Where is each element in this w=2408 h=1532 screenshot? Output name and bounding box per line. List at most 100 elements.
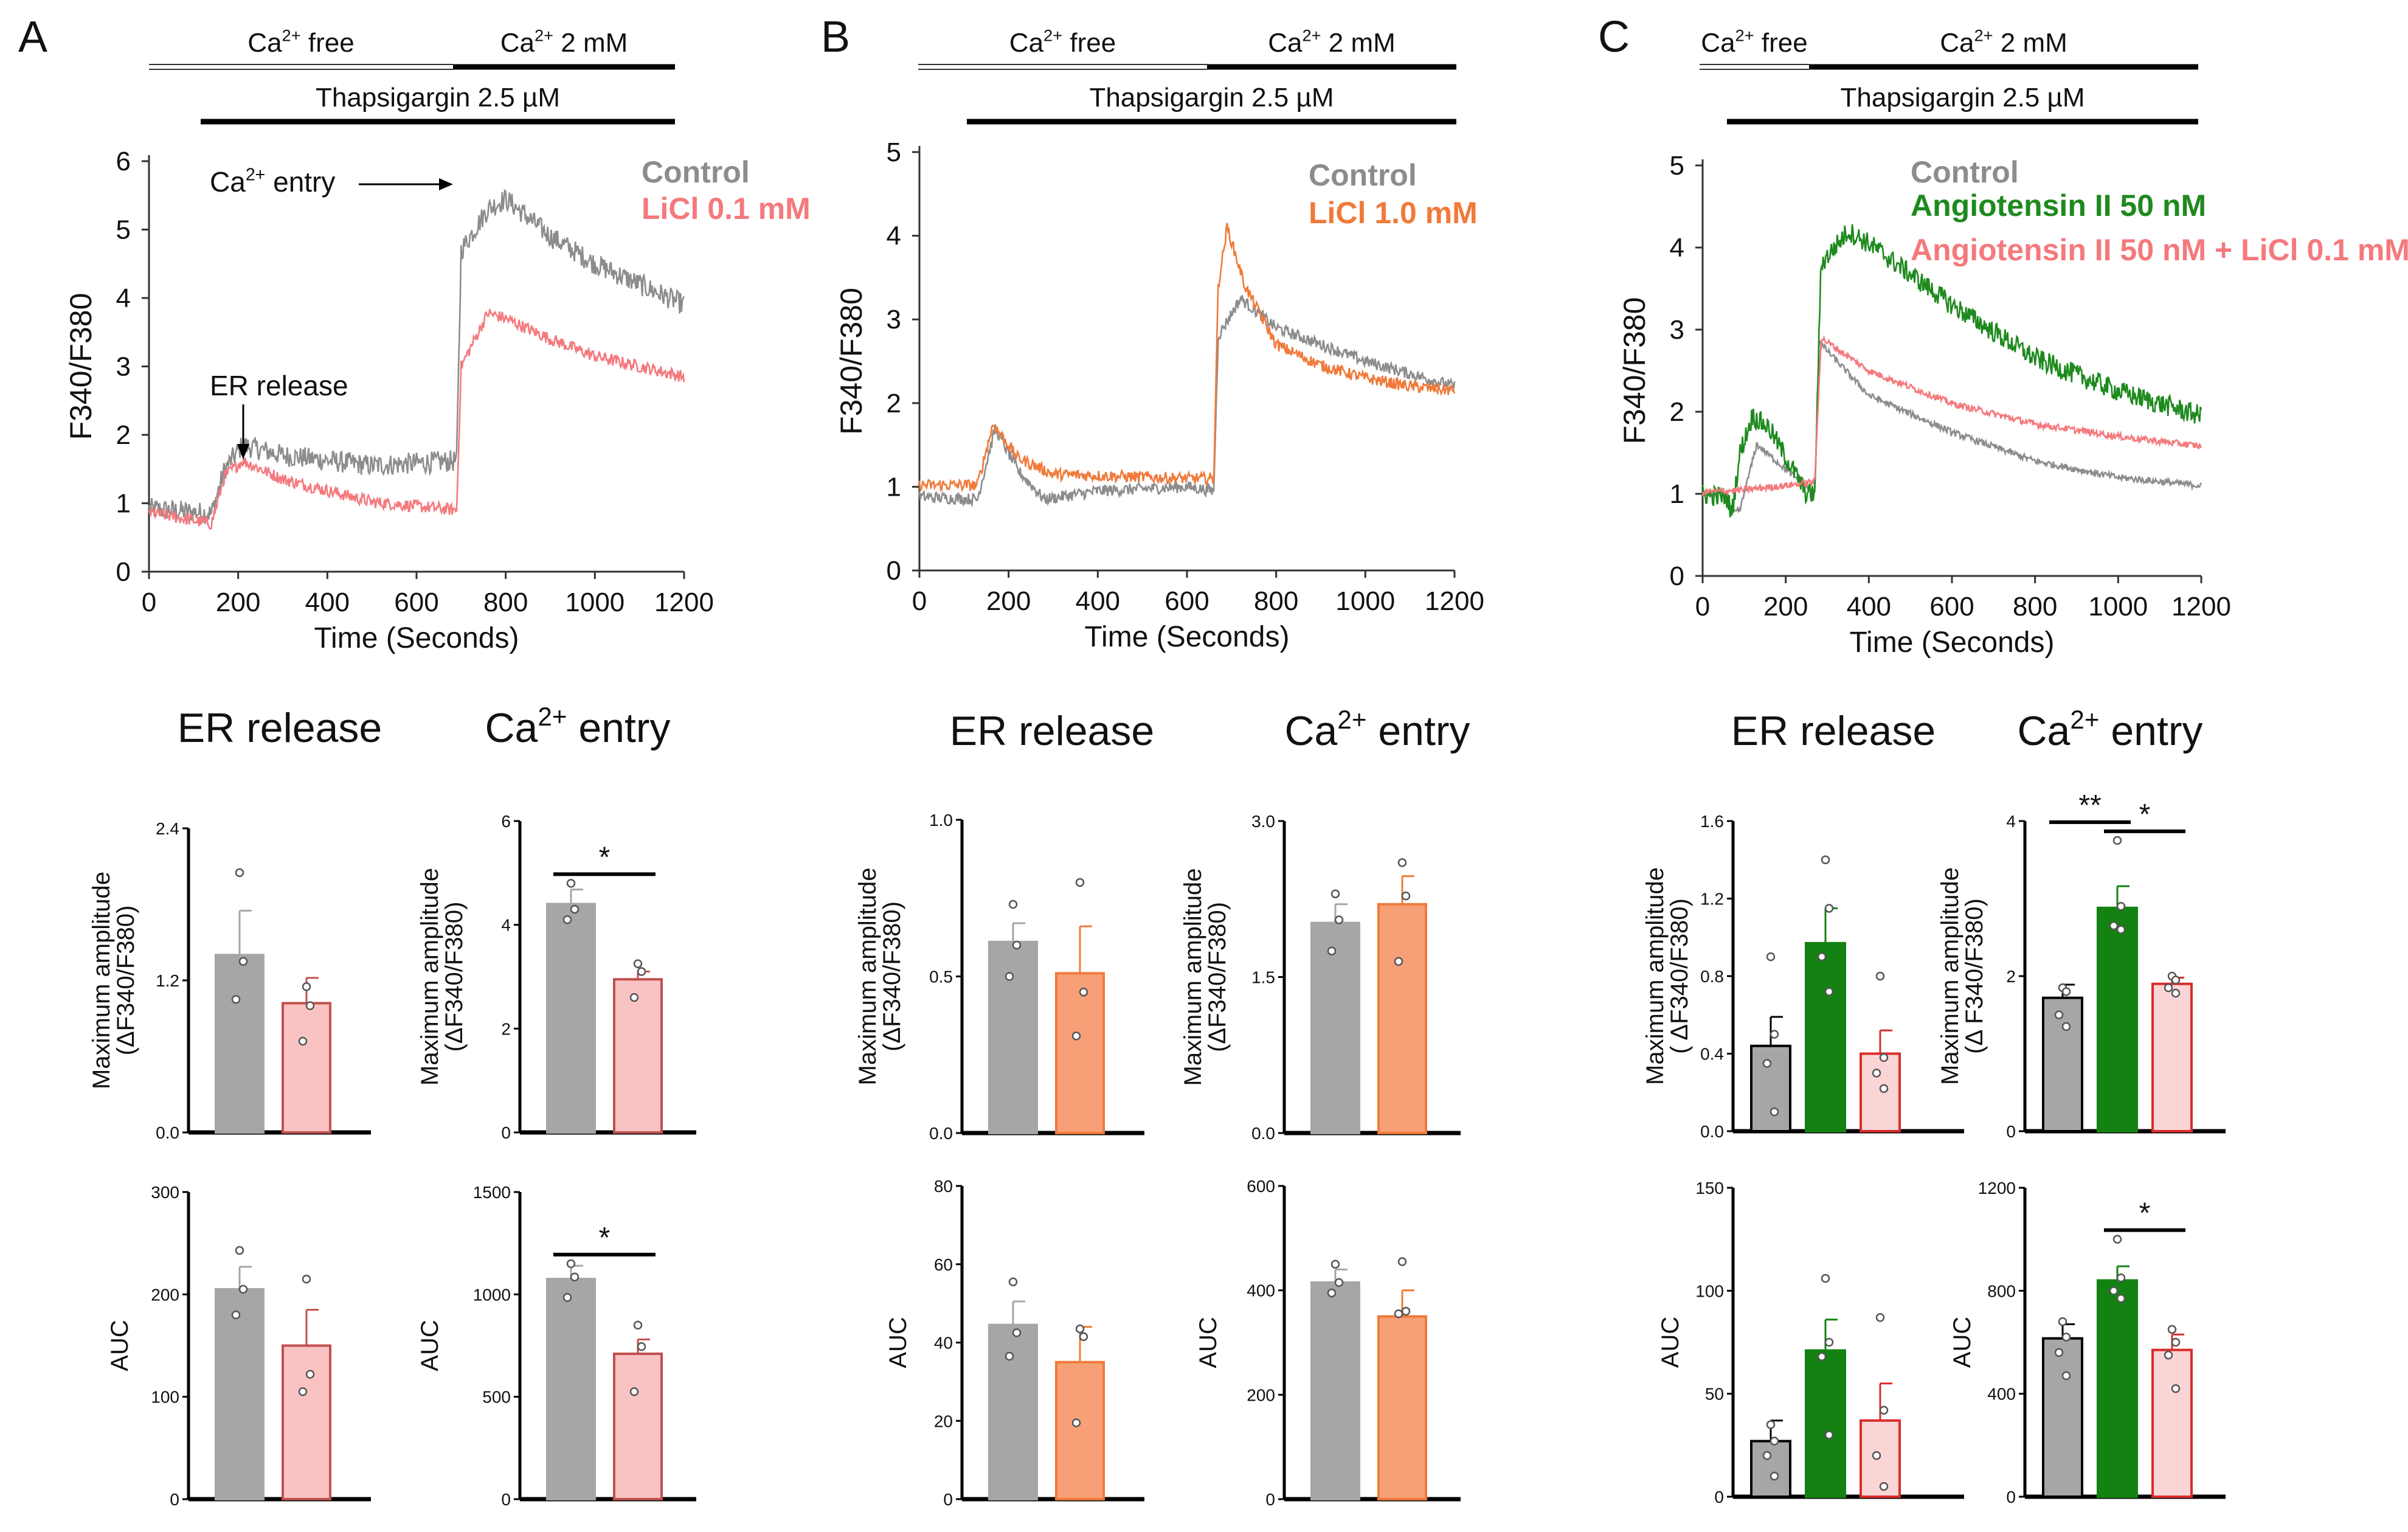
data-point — [1875, 971, 1885, 981]
significance-marker: ** — [2078, 789, 2101, 822]
y-tick-label: 6 — [116, 147, 131, 176]
data-point — [305, 1001, 315, 1010]
y-axis-label: F340/F380 — [834, 288, 868, 435]
thapsigargin-label: Thapsigargin 2.5 µM — [1841, 83, 2085, 113]
y-tick-label: 5 — [1670, 151, 1684, 181]
y-tick-label: 1500 — [473, 1183, 511, 1202]
y-tick-label: 600 — [1247, 1177, 1275, 1196]
data-point — [2112, 1235, 2122, 1244]
series-line-0 — [1701, 339, 2202, 516]
ca-entry-arrow-head — [439, 178, 453, 190]
data-point — [1401, 891, 1411, 901]
data-point — [1824, 987, 1834, 996]
data-point — [2164, 983, 2173, 993]
y-tick-label: 100 — [1695, 1281, 1724, 1300]
panel-letter-A: A — [18, 13, 47, 61]
line-chart-A: A Ca2+ free Ca2+ 2 mM Thapsigargin 2.5 µM 0 1… — [18, 13, 811, 654]
bar — [1055, 972, 1105, 1134]
line-chart-B: B Ca2+ free Ca2+ 2 mM Thapsigargin 2.5 µM 0 1… — [821, 13, 1484, 653]
y-tick-label: 2 — [116, 420, 131, 450]
y-tick-label: 3.0 — [1251, 812, 1275, 831]
significance-marker: * — [2139, 799, 2151, 831]
y-tick-label: 4 — [116, 283, 131, 313]
data-point — [302, 982, 311, 991]
y-tick-label: 0.0 — [1251, 1124, 1275, 1143]
y-tick-label: 800 — [1987, 1281, 2016, 1300]
x-tick-label: 1200 — [654, 587, 714, 617]
data-point — [1330, 1260, 1340, 1269]
y-tick-label: 0.0 — [929, 1124, 953, 1143]
data-point — [1824, 904, 1834, 913]
bar — [546, 903, 596, 1134]
legend-entry-0: Control — [1309, 158, 1417, 192]
bar — [988, 1323, 1038, 1500]
bar — [546, 1278, 596, 1500]
panel-letter-B: B — [821, 13, 850, 61]
bar — [2151, 982, 2193, 1132]
y-tick-label: 60 — [934, 1255, 953, 1274]
y-axis-label: F340/F380 — [64, 293, 98, 440]
data-point — [1824, 1337, 1834, 1347]
y-tick-label: 0 — [1670, 561, 1684, 591]
y-tick-label: 0 — [1714, 1488, 1724, 1506]
data-point — [1770, 1437, 1779, 1446]
x-tick-label: 0 — [142, 587, 156, 617]
data-point — [1879, 1482, 1889, 1491]
y-tick-label: 1.2 — [156, 971, 179, 990]
bar-chart-title: Ca2+ entry — [2017, 705, 2202, 754]
bar — [1310, 921, 1360, 1134]
y-tick-label: 100 — [151, 1388, 179, 1407]
y-tick-label: 500 — [482, 1388, 511, 1407]
y-tick-label: 1.5 — [1251, 968, 1275, 987]
data-point — [1071, 1031, 1081, 1041]
data-point — [1071, 1418, 1081, 1427]
y-tick-label: 0.0 — [1700, 1122, 1724, 1141]
y-axis-label: (ΔF340/F380) — [112, 906, 139, 1056]
ca-free-label: Ca2+ free — [1701, 26, 1807, 58]
x-tick-label: 400 — [305, 587, 350, 617]
bar — [1310, 1281, 1360, 1501]
annotation-ca-entry: Ca2+ entry — [210, 165, 335, 198]
data-point — [1327, 946, 1337, 955]
y-tick-label: 80 — [934, 1177, 953, 1196]
bar — [613, 978, 663, 1134]
y-axis-label: AUC — [417, 1320, 443, 1371]
data-point — [302, 1274, 311, 1284]
y-axis-label: AUC — [1195, 1317, 1222, 1368]
ca-free-label: Ca2+ free — [1009, 26, 1116, 58]
y-tick-label: 5 — [887, 137, 901, 167]
data-point — [1770, 1107, 1779, 1117]
bar — [2097, 906, 2138, 1133]
y-tick-label: 1.6 — [1700, 812, 1724, 831]
data-point — [1330, 889, 1340, 898]
bar-chart-C-9: Ca2+ entry 0 2 4 Maximum amplitude(Δ F340/F3… — [1937, 705, 2226, 1141]
x-tick-label: 200 — [1763, 592, 1808, 622]
data-point — [238, 1284, 248, 1294]
x-tick-label: 200 — [986, 586, 1031, 616]
y-axis-label: (ΔF340/F380) — [879, 901, 905, 1052]
series-line-0 — [148, 189, 685, 524]
data-point — [2171, 1337, 2181, 1347]
x-axis-label: Time (Seconds) — [314, 622, 519, 654]
x-tick-label: 600 — [1164, 586, 1209, 616]
x-tick-label: 600 — [1929, 592, 1974, 622]
data-point — [1334, 1278, 1344, 1288]
series-line-2 — [1701, 334, 2202, 498]
data-point — [562, 1293, 572, 1302]
data-point — [562, 915, 572, 924]
data-point — [298, 1387, 308, 1396]
data-point — [1817, 1352, 1827, 1361]
bar-chart-C-8: ER release 0.0 0.4 0.8 1.2 1.6 Maximum amplitu… — [1642, 708, 1964, 1141]
y-axis-label: AUC — [885, 1317, 912, 1368]
bar-chart-title: Ca2+ entry — [1284, 705, 1470, 754]
data-point — [235, 868, 244, 878]
x-tick-label: 1200 — [2171, 592, 2231, 622]
y-axis-label: AUC — [1657, 1317, 1684, 1368]
y-tick-label: 40 — [934, 1334, 953, 1353]
data-point — [231, 1310, 241, 1320]
data-point — [2112, 836, 2122, 845]
bar — [2097, 1279, 2138, 1498]
data-point — [2116, 1273, 2126, 1283]
bar — [1377, 903, 1427, 1135]
significance-marker: * — [599, 1222, 611, 1254]
